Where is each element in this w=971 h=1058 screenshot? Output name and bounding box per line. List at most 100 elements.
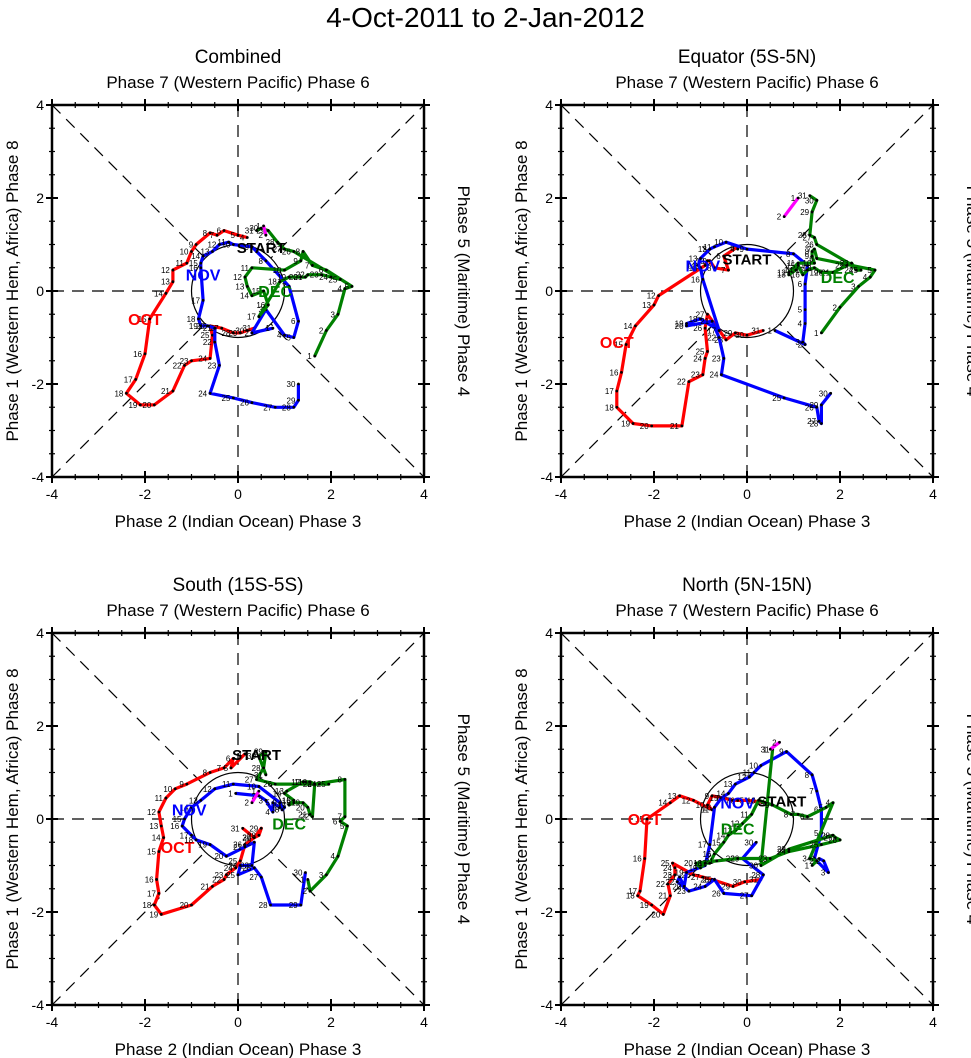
day-marker [731, 885, 735, 888]
day-label: 9 [702, 257, 707, 266]
day-marker [722, 892, 726, 895]
day-marker [264, 233, 268, 237]
day-marker [190, 833, 193, 837]
day-label: 16 [633, 855, 642, 864]
right-axis-label: Phase 5 (Maritime) Phase 4 [454, 714, 473, 925]
day-marker [636, 894, 640, 898]
day-label: 13 [642, 301, 651, 310]
day-marker [745, 333, 749, 337]
day-marker [703, 357, 707, 360]
day-marker [250, 864, 254, 867]
day-label: 10 [247, 782, 256, 791]
month-label-nov: NOV [720, 796, 755, 813]
panel-title: Combined [195, 47, 282, 68]
day-marker [720, 796, 723, 800]
day-label: 16 [145, 875, 154, 884]
day-marker [194, 838, 198, 842]
day-label: 8 [707, 264, 712, 273]
x-tick-label: 2 [327, 486, 335, 502]
day-marker [164, 291, 168, 295]
day-label: 31 [798, 192, 807, 201]
day-marker [301, 780, 305, 784]
day-label: 31 [761, 745, 770, 754]
day-marker [668, 801, 672, 805]
day-marker [152, 403, 156, 407]
day-marker [222, 878, 226, 881]
day-label: 13 [777, 271, 786, 280]
day-marker [259, 826, 263, 830]
day-marker [134, 377, 138, 381]
day-marker [211, 885, 214, 888]
day-label: 19 [689, 864, 698, 873]
day-marker [671, 861, 674, 865]
day-label: 30 [749, 862, 758, 871]
day-marker [308, 780, 312, 784]
day-label: 21 [658, 892, 667, 901]
day-marker [273, 782, 277, 786]
day-marker [245, 329, 249, 332]
day-label: 10 [221, 241, 230, 250]
day-label: 12 [203, 785, 212, 794]
day-marker [306, 878, 310, 881]
day-marker [701, 373, 705, 377]
day-label: 28 [809, 420, 818, 429]
day-marker [808, 857, 812, 860]
y-tick-label: 0 [36, 283, 44, 299]
day-marker [694, 861, 698, 865]
day-label: 1 [814, 329, 819, 338]
day-marker [308, 889, 312, 893]
day-label: 26 [233, 841, 242, 850]
day-label: 8 [786, 250, 791, 259]
day-marker [155, 878, 159, 881]
day-label: 12 [147, 808, 156, 817]
day-label: 6 [800, 813, 805, 822]
day-marker [280, 808, 284, 812]
day-label: 15 [147, 848, 156, 857]
day-marker [255, 229, 258, 232]
y-tick-label: 2 [545, 718, 553, 734]
day-label: 24 [198, 389, 207, 398]
day-marker [743, 880, 747, 884]
day-label: 30 [819, 389, 828, 398]
day-label: 22 [726, 855, 735, 864]
day-label: 27 [823, 834, 832, 843]
day-marker [771, 803, 774, 807]
day-marker [338, 819, 342, 823]
day-label: 28 [259, 901, 268, 910]
day-label: 7 [217, 764, 222, 773]
day-label: 13 [201, 247, 210, 256]
day-marker [722, 840, 726, 844]
day-marker [271, 326, 275, 330]
day-marker [250, 331, 254, 335]
day-marker [806, 268, 809, 272]
day-label: 21 [161, 387, 170, 396]
series-line-oct [636, 794, 769, 916]
panel-combined: Combined Phase 7 (Western Pacific) Phase … [3, 47, 473, 531]
day-marker [796, 812, 800, 816]
day-marker [199, 799, 203, 802]
day-marker [750, 812, 754, 816]
day-label: 11 [217, 238, 226, 247]
right-axis-label: Phase 5 (Maritime) Phase 4 [963, 714, 971, 925]
day-marker [241, 826, 245, 830]
day-label: 24 [710, 371, 719, 380]
day-marker [787, 850, 791, 853]
day-label: 30 [805, 196, 814, 205]
day-marker [306, 273, 310, 277]
day-marker [257, 754, 261, 758]
series-line-nov [196, 240, 300, 409]
start-label: START [723, 251, 772, 268]
day-label: 4 [798, 320, 803, 329]
day-marker [717, 329, 721, 332]
day-label: 2 [258, 231, 263, 240]
day-label: 28 [700, 875, 709, 884]
day-marker [201, 254, 205, 258]
day-label: 6 [716, 252, 721, 261]
day-marker [234, 792, 238, 795]
day-marker [231, 331, 235, 335]
day-label: 27 [807, 417, 816, 426]
day-label: 26 [805, 403, 814, 412]
day-label: 6 [272, 803, 277, 812]
day-label: 17 [698, 859, 707, 868]
x-tick-label: 4 [420, 486, 428, 502]
